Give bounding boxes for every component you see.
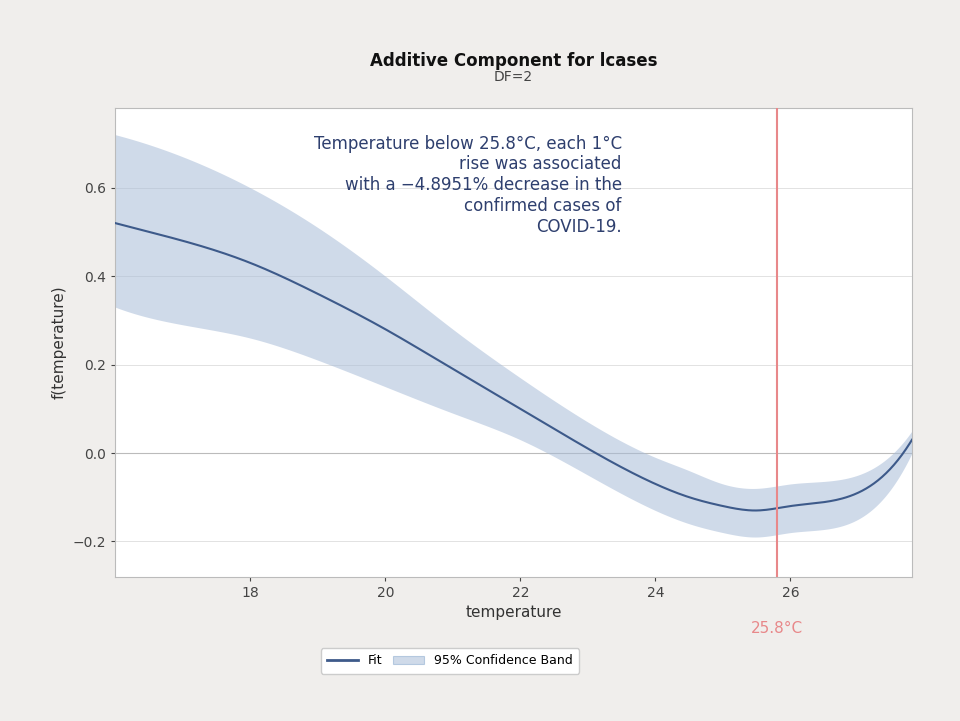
X-axis label: temperature: temperature — [466, 606, 562, 620]
Text: Additive Component for lcases: Additive Component for lcases — [370, 53, 658, 70]
Text: Temperature below 25.8°C, each 1°C
rise was associated
with a −4.8951% decrease : Temperature below 25.8°C, each 1°C rise … — [314, 135, 622, 236]
Text: DF=2: DF=2 — [494, 70, 533, 84]
Y-axis label: f(temperature): f(temperature) — [52, 286, 67, 399]
Legend: Fit, 95% Confidence Band: Fit, 95% Confidence Band — [321, 648, 579, 673]
Text: 25.8°C: 25.8°C — [751, 621, 803, 636]
Title: Additive Component for lcases
DF=2: Additive Component for lcases DF=2 — [0, 720, 1, 721]
